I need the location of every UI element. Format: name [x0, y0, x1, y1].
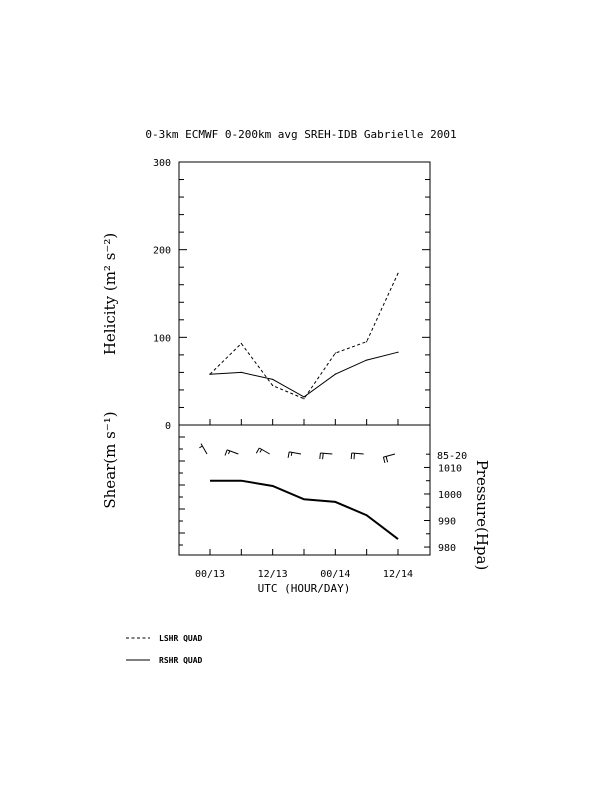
pressure-series-group: [210, 479, 399, 540]
legend: LSHR QUAD RSHR QUAD: [126, 634, 203, 665]
helicity-panel: 0 100 200 300 Helicity (m² s⁻²): [101, 158, 431, 432]
helicity-series-group: [209, 272, 399, 400]
helicity-y-tick-label: 0: [165, 421, 171, 432]
wind-barb: [255, 447, 270, 455]
wind-barb: [319, 452, 333, 460]
helicity-plot-frame: [178, 161, 431, 426]
helicity-y-tick-label: 300: [153, 158, 171, 169]
helicity-y-tick-label: 100: [153, 333, 171, 344]
helicity-point: [334, 352, 336, 354]
helicity-point: [303, 396, 305, 398]
helicity-point: [209, 373, 211, 375]
pressure-line: [210, 479, 399, 540]
legend-label-rshr: RSHR QUAD: [159, 656, 203, 665]
series-line-rshr-quad: [209, 351, 399, 398]
shear-pressure-panel: 1010 1000 990 980 85-20 Shear(m s⁻¹) Pressu…: [101, 411, 491, 595]
x-tick-label: 00/14: [320, 569, 350, 580]
helicity-point: [397, 272, 399, 274]
pressure-tick-label: 990: [438, 517, 456, 528]
x-tick-label: 12/13: [258, 569, 288, 580]
helicity-y-tick-label: 200: [153, 246, 171, 257]
shear-axis-label: Shear(m s⁻¹): [101, 411, 119, 508]
shear-level-label: 85-20: [437, 451, 467, 462]
helicity-point: [303, 398, 305, 400]
helicity-axis-label: Helicity (m² s⁻²): [101, 233, 119, 355]
chart-title: 0-3km ECMWF 0-200km avg SREH-IDB Gabriel…: [145, 128, 456, 141]
helicity-point: [240, 342, 242, 345]
helicity-y-axis: 0 100 200 300: [153, 158, 430, 432]
pressure-tick-label: 1010: [438, 463, 462, 474]
helicity-point: [272, 378, 274, 381]
shear-plot-frame: [178, 424, 431, 556]
wind-barb: [287, 451, 302, 458]
pressure-axis-label: Pressure(Hpa): [473, 460, 491, 571]
x-tick-label: 00/13: [195, 569, 225, 580]
pressure-axis: 1010 1000 990 980: [424, 453, 462, 554]
wind-barb: [350, 452, 364, 460]
helicity-point: [240, 371, 242, 373]
legend-label-lshr: LSHR QUAD: [159, 634, 203, 643]
series-line-lshr-quad: [209, 273, 399, 400]
wind-barbs-group: [199, 443, 396, 464]
helicity-point: [397, 351, 399, 353]
helicity-point: [366, 341, 368, 343]
wind-barb: [224, 449, 239, 456]
wind-barb: [199, 443, 208, 455]
pressure-tick-label: 1000: [438, 490, 462, 501]
helicity-point: [334, 373, 336, 375]
x-axis-label: UTC (HOUR/DAY): [258, 582, 351, 595]
helicity-point: [272, 384, 274, 387]
helicity-point: [366, 359, 368, 361]
shear-left-ticks: [179, 436, 185, 546]
wind-barb: [382, 453, 396, 464]
x-axis: 00/13 12/13 00/14 12/14: [195, 419, 413, 580]
x-tick-label: 12/14: [383, 569, 413, 580]
pressure-tick-label: 980: [438, 543, 456, 554]
